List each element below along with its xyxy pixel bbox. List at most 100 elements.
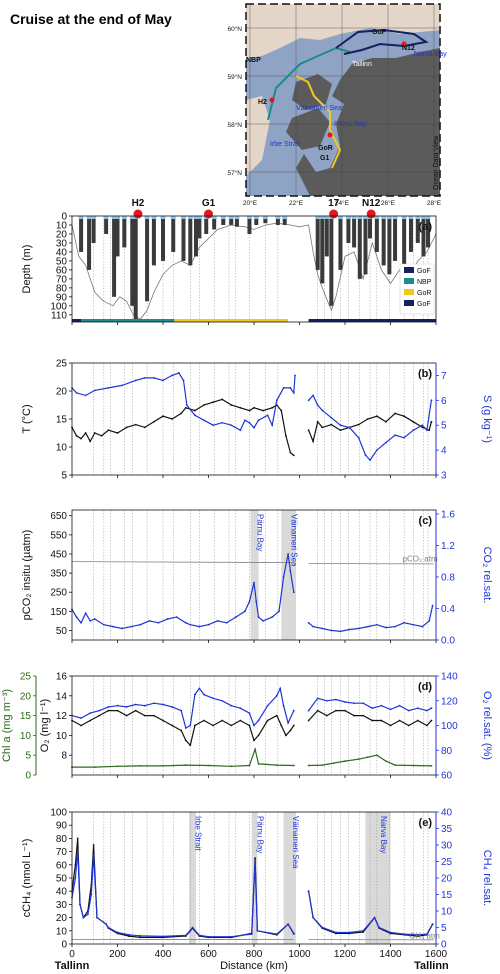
profile-top-marker xyxy=(151,216,157,219)
series-point xyxy=(254,748,257,751)
figure-title: Cruise at the end of May xyxy=(10,11,172,27)
series-point xyxy=(292,764,295,767)
series-point xyxy=(364,454,367,456)
series-point xyxy=(121,627,123,630)
series-point xyxy=(212,401,214,404)
shaded-region-label: Väinameri Sea xyxy=(290,514,299,567)
series-point xyxy=(175,616,178,618)
series-point xyxy=(292,391,295,394)
series-point xyxy=(74,863,77,866)
series-point xyxy=(207,623,210,626)
series-point xyxy=(207,764,210,767)
map-label-irbe: Irbe Strait xyxy=(270,141,300,148)
y2tick-label: 40 xyxy=(441,808,453,819)
series-point xyxy=(162,379,164,382)
series-point xyxy=(357,627,360,630)
series-point xyxy=(294,374,296,377)
series-point xyxy=(353,702,355,705)
series-point xyxy=(153,420,155,423)
series-point xyxy=(171,724,174,727)
series-point xyxy=(357,758,360,761)
profile-top-marker xyxy=(420,216,426,219)
y3tick-label: 10 xyxy=(20,731,32,742)
profile-top-marker xyxy=(381,216,387,219)
series-point xyxy=(348,426,351,429)
series-point xyxy=(225,621,228,624)
profile-top-marker xyxy=(324,216,330,219)
profile-bar xyxy=(415,216,420,243)
series-point xyxy=(389,724,392,727)
series-point xyxy=(127,935,130,937)
series-point xyxy=(143,377,146,379)
y-axis-label: Depth (m) xyxy=(21,245,33,294)
series-point xyxy=(421,424,424,427)
series-point xyxy=(253,724,255,727)
station-label: 17 xyxy=(328,198,340,209)
series-point xyxy=(307,719,310,722)
series-point xyxy=(178,372,180,374)
series-point xyxy=(316,404,319,407)
series-point xyxy=(184,934,187,937)
series-point xyxy=(193,724,196,727)
ytick-label: 0 xyxy=(61,940,67,951)
ytick-label: 20 xyxy=(56,387,68,398)
profile-bar xyxy=(387,216,392,275)
annotation: CH₄ atm xyxy=(409,932,440,941)
series-point xyxy=(198,934,201,937)
series-point xyxy=(130,625,133,628)
series-point xyxy=(193,693,196,696)
series-point xyxy=(403,933,406,935)
series-point xyxy=(282,576,285,578)
series-point xyxy=(287,923,290,926)
series-point xyxy=(430,764,433,767)
series-point xyxy=(75,434,78,437)
map-lat-label: 59°N xyxy=(227,73,242,81)
series-point xyxy=(339,424,342,427)
series-point xyxy=(189,744,192,747)
panel-label: (b) xyxy=(418,368,432,380)
profile-bar xyxy=(338,216,343,270)
map-inset: 60°N 59°N 58°N 57°N 20°E 22°E 24°E 26°E 28°E GoF… xyxy=(227,3,447,207)
series-point xyxy=(84,394,87,397)
series-point xyxy=(280,724,283,727)
series-point xyxy=(93,618,96,620)
series-point xyxy=(139,623,142,626)
series-point xyxy=(330,629,333,632)
profile-bar xyxy=(357,216,362,279)
xtick-label: 600 xyxy=(200,949,217,960)
series-point xyxy=(380,719,383,722)
profile-top-marker xyxy=(160,216,166,219)
ytick-label: 20 xyxy=(56,229,68,240)
series-point xyxy=(375,449,378,452)
series-point xyxy=(248,712,251,715)
map-lat-label: 57°N xyxy=(227,169,242,177)
profile-bar xyxy=(254,216,259,225)
series-point xyxy=(362,702,365,705)
ytick-label: 15 xyxy=(56,415,68,426)
series-point xyxy=(266,414,269,417)
ytick-label: 5 xyxy=(61,471,67,482)
series-point xyxy=(248,764,251,767)
ytick-label: 80 xyxy=(56,834,68,845)
bottom-depth-line xyxy=(71,222,437,320)
series-point xyxy=(389,931,392,934)
annotation: pCO₂ atm xyxy=(403,555,438,564)
series-point xyxy=(221,719,224,722)
ytick-label: 40 xyxy=(56,247,68,258)
shaded-region-label: Irbe Strait xyxy=(194,816,203,851)
series-point xyxy=(412,623,415,626)
profile-bar xyxy=(263,216,268,224)
series-point xyxy=(266,704,269,707)
series-line-blue xyxy=(71,686,432,729)
series-point xyxy=(257,419,260,422)
profile-top-marker xyxy=(211,216,217,219)
series-point xyxy=(289,386,292,389)
series-point xyxy=(184,406,187,409)
profile-bar xyxy=(426,216,431,248)
station-marker xyxy=(133,209,143,219)
series-point xyxy=(221,398,224,401)
series-point xyxy=(257,616,260,618)
series-point xyxy=(184,621,187,624)
series-point xyxy=(76,850,79,853)
panel-c-pco2: Pärnu Bay Väinameri Sea pCO₂ atm 50 150 250 35… xyxy=(21,509,493,646)
